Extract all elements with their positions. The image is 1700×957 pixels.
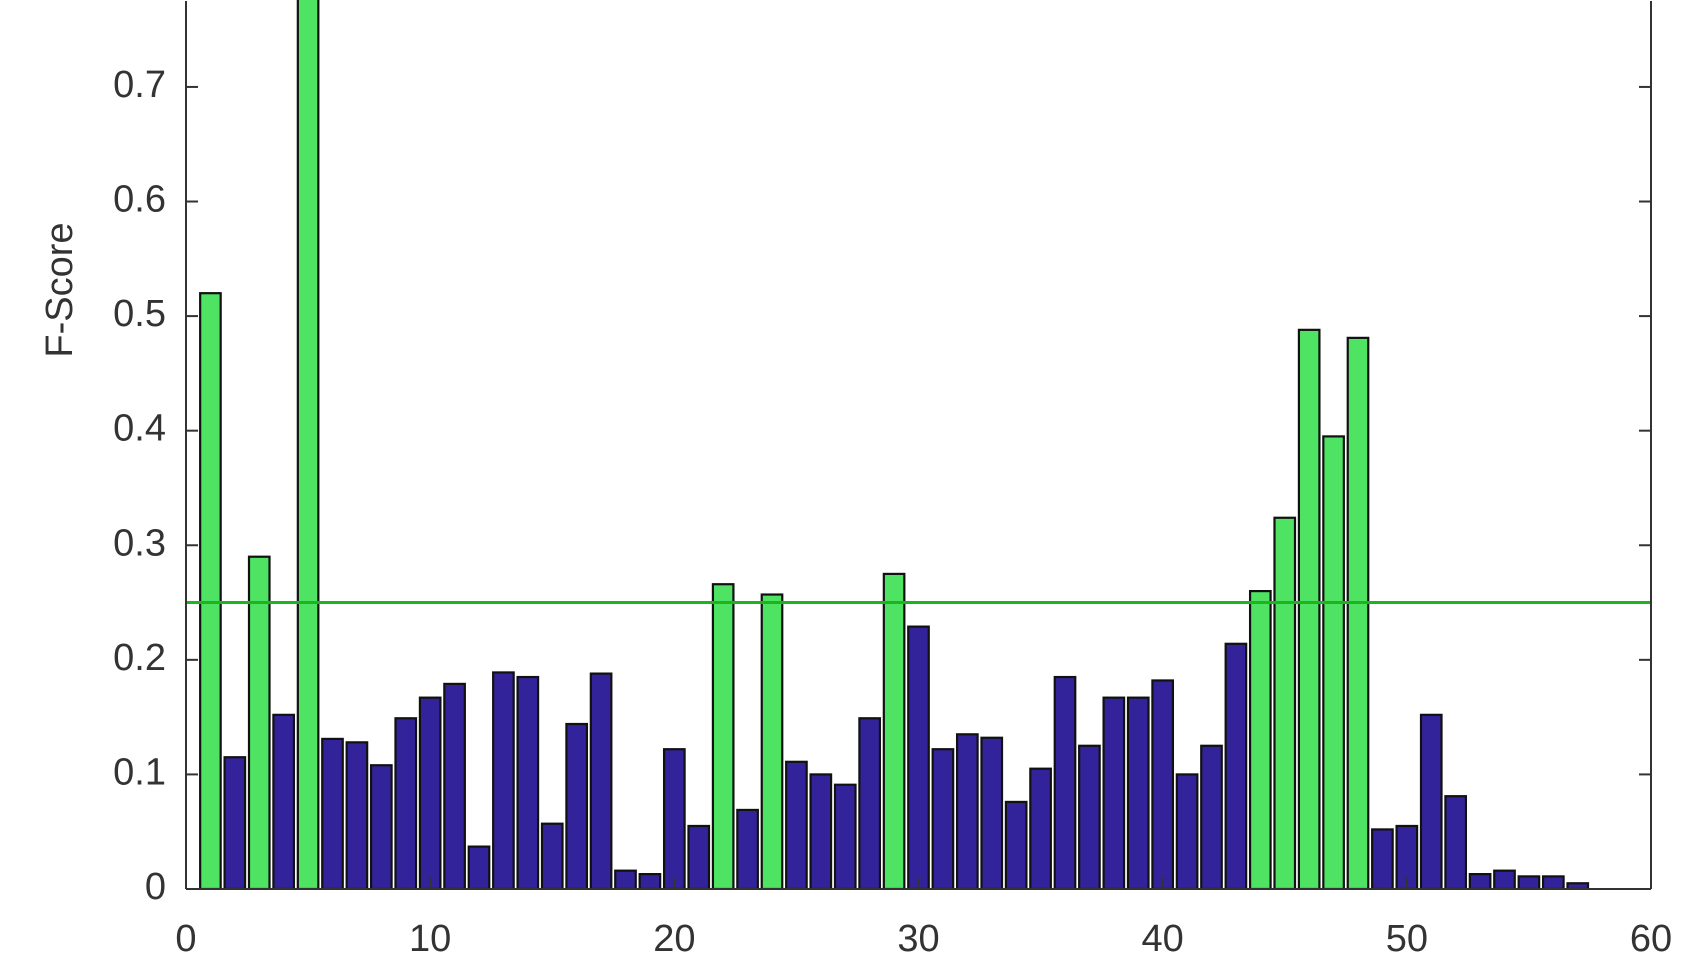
bar	[443, 682, 466, 890]
bar	[247, 555, 271, 890]
bar	[882, 572, 906, 890]
bar	[785, 760, 808, 890]
bar	[1444, 795, 1468, 890]
bar	[516, 675, 540, 890]
bar	[1248, 589, 1272, 890]
bar	[1322, 435, 1345, 890]
bar	[540, 822, 564, 890]
bar	[1371, 828, 1394, 890]
bar	[662, 748, 686, 890]
bar	[1419, 713, 1443, 890]
bar	[369, 764, 393, 890]
bar	[614, 869, 637, 890]
y-tick-label: 0.6	[113, 179, 166, 221]
bar	[736, 808, 759, 890]
y-tick-label: 0.2	[113, 637, 166, 679]
bar	[492, 671, 515, 890]
bar	[1126, 696, 1150, 890]
bar	[1029, 767, 1052, 890]
bar	[223, 756, 247, 890]
bar	[955, 733, 979, 890]
bar	[1493, 869, 1516, 890]
bar	[687, 824, 711, 890]
x-tick-label: 10	[409, 918, 451, 957]
bar	[638, 873, 662, 890]
bar	[272, 713, 296, 890]
x-tick-label: 50	[1386, 918, 1428, 957]
y-tick-label: 0.1	[113, 751, 166, 793]
y-tick-label: 0.3	[113, 522, 166, 564]
bar	[931, 748, 955, 890]
bar	[1102, 696, 1126, 890]
x-tick-label: 0	[175, 918, 196, 957]
bar	[1517, 875, 1541, 890]
bar	[394, 717, 418, 890]
bar	[565, 722, 589, 890]
y-tick-label: 0.4	[113, 408, 166, 450]
bar	[858, 717, 882, 890]
bar	[199, 292, 222, 890]
bar	[1175, 773, 1199, 890]
bar	[809, 773, 833, 890]
bar	[321, 737, 344, 890]
bar	[467, 845, 491, 890]
bar	[833, 783, 857, 890]
bar	[1151, 679, 1175, 890]
x-tick-label: 20	[653, 918, 695, 957]
bar	[418, 696, 442, 890]
bar	[980, 736, 1004, 890]
bar	[1468, 873, 1492, 890]
bar	[1297, 328, 1321, 890]
bar	[1078, 744, 1101, 890]
y-axis-label: F-Score	[39, 222, 81, 357]
bar	[589, 672, 613, 890]
bar	[1273, 516, 1297, 890]
bar	[1541, 875, 1565, 890]
bar	[1346, 336, 1370, 890]
x-tick-label: 60	[1630, 918, 1672, 957]
y-tick-label: 0	[145, 866, 166, 908]
y-tick-label: 0.5	[113, 293, 166, 335]
bar	[345, 741, 369, 890]
bar	[1053, 675, 1077, 890]
bar	[760, 593, 784, 890]
plot-area	[199, 0, 1590, 890]
x-tick-label: 30	[897, 918, 939, 957]
bar	[296, 0, 320, 890]
bar	[711, 583, 735, 890]
bar	[907, 625, 930, 890]
bar	[1200, 744, 1223, 890]
x-tick-label: 40	[1142, 918, 1184, 957]
bar	[1224, 642, 1248, 890]
y-tick-label: 0.7	[113, 64, 166, 106]
bar	[1004, 800, 1028, 890]
